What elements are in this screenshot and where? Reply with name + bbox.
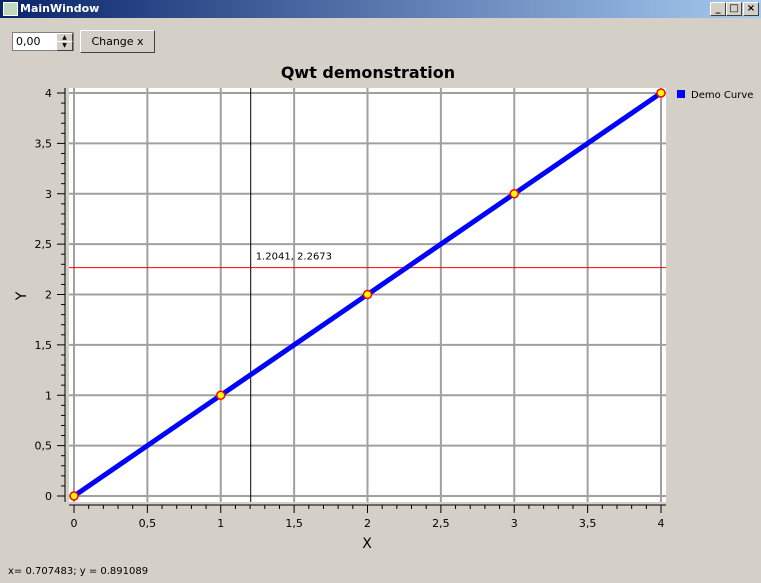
y-tick-label: 1 [45,389,52,402]
y-tick-label: 3,5 [35,137,53,150]
y-tick-label: 1,5 [35,339,53,352]
status-bar: x= 0.707483; y = 0.891089 [8,566,149,577]
x-spinbox[interactable]: 0,00 ▲ ▼ [12,32,74,51]
maximize-button[interactable]: □ [726,2,742,16]
y-tick-label: 3 [45,188,52,201]
y-tick-label: 2,5 [35,238,53,251]
app-icon [3,2,18,16]
data-point [362,289,373,300]
minimize-button[interactable]: _ [710,2,726,16]
x-tick-label: 2 [364,517,371,530]
spin-down-icon[interactable]: ▼ [56,41,73,51]
data-point [509,189,519,199]
x-tick-label: 3 [511,517,518,530]
x-tick-label: 0 [71,517,78,530]
x-tick-label: 4 [658,517,665,530]
y-tick-label: 0 [45,490,52,503]
title-bar: MainWindow _ □ × [0,0,761,18]
data-point [656,88,666,98]
y-tick-label: 0,5 [35,440,53,453]
x-axis-label: X [362,536,372,552]
chart-title: Qwt demonstration [281,63,455,82]
x-tick-label: 2,5 [432,517,450,530]
spin-value: 0,00 [16,35,41,48]
data-point [69,491,79,501]
legend-swatch [677,90,685,98]
data-point [216,390,226,400]
window-title: MainWindow [20,2,100,15]
x-tick-label: 1 [217,517,224,530]
marker-label: 1.2041, 2.2673 [256,252,332,263]
legend-item[interactable]: Demo Curve [677,90,753,101]
change-x-button[interactable]: Change x [80,30,155,53]
y-tick-label: 4 [45,87,52,100]
y-axis-label: Y [14,291,30,301]
x-tick-label: 0,5 [139,517,157,530]
legend-label: Demo Curve [691,90,754,101]
x-tick-label: 1,5 [285,517,303,530]
x-tick-label: 3,5 [579,517,597,530]
close-button[interactable]: × [743,2,759,16]
y-tick-label: 2 [45,289,52,302]
